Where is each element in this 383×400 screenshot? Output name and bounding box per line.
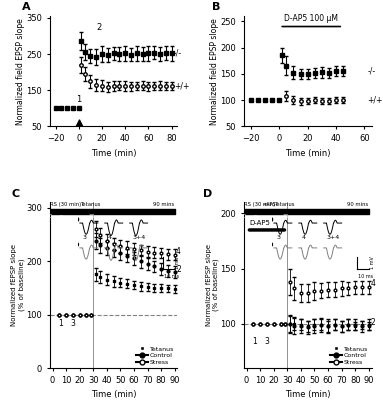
Text: 2: 2 xyxy=(370,318,375,327)
Text: 4: 4 xyxy=(176,247,181,256)
Text: 1: 1 xyxy=(58,319,63,328)
Y-axis label: Normalized fEPSP slope
(% of baseline): Normalized fEPSP slope (% of baseline) xyxy=(206,244,219,326)
Text: C: C xyxy=(11,189,20,199)
Text: 1: 1 xyxy=(252,337,257,346)
Text: D-AP5: D-AP5 xyxy=(249,220,270,226)
Text: -/-: -/- xyxy=(174,49,182,58)
Text: 2: 2 xyxy=(96,24,101,32)
Text: 4: 4 xyxy=(370,279,375,288)
X-axis label: Time (min): Time (min) xyxy=(91,390,136,399)
Text: -/-: -/- xyxy=(367,67,375,76)
X-axis label: Time (min): Time (min) xyxy=(285,390,331,399)
Text: +/+: +/+ xyxy=(174,81,189,90)
Point xyxy=(76,120,82,126)
Text: D-AP5 100 μM: D-AP5 100 μM xyxy=(284,14,338,23)
X-axis label: Time (min): Time (min) xyxy=(91,149,136,158)
X-axis label: Time (min): Time (min) xyxy=(285,149,331,158)
Y-axis label: Normalized fEPSP slope
(% of baseline): Normalized fEPSP slope (% of baseline) xyxy=(11,244,25,326)
Text: 1: 1 xyxy=(77,95,82,104)
Legend: Tetanus, Control, Stress: Tetanus, Control, Stress xyxy=(136,346,174,365)
Legend: Tetanus, Control, Stress: Tetanus, Control, Stress xyxy=(330,346,368,365)
Y-axis label: Normalized field EPSP slope: Normalized field EPSP slope xyxy=(210,18,219,124)
Text: D: D xyxy=(203,189,212,199)
Text: A: A xyxy=(22,2,30,12)
Text: 2: 2 xyxy=(176,265,181,274)
Text: 3: 3 xyxy=(70,319,75,328)
Text: B: B xyxy=(212,2,220,12)
Text: 3: 3 xyxy=(264,337,269,346)
Text: +/+: +/+ xyxy=(367,96,383,105)
Y-axis label: Normalized field EPSP slope: Normalized field EPSP slope xyxy=(16,18,25,124)
